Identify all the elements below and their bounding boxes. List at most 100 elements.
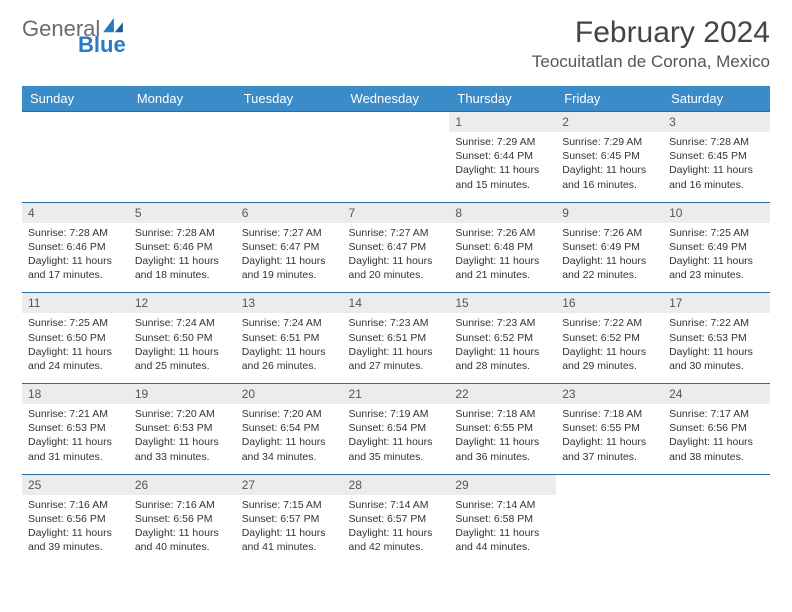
sunset-text: Sunset: 6:50 PM [135,331,230,345]
sunrise-text: Sunrise: 7:29 AM [455,135,550,149]
daylight-text: Daylight: 11 hours and 35 minutes. [349,435,444,463]
sunset-text: Sunset: 6:58 PM [455,512,550,526]
sunset-text: Sunset: 6:49 PM [562,240,657,254]
day-number: 11 [22,292,129,313]
day-number: 21 [343,383,450,404]
day-body: Sunrise: 7:14 AMSunset: 6:57 PMDaylight:… [343,495,450,565]
calendar-week: 1Sunrise: 7:29 AMSunset: 6:44 PMDaylight… [22,111,770,202]
day-number: 29 [449,474,556,495]
empty-day-number [236,111,343,129]
day-number: 3 [663,111,770,132]
sunset-text: Sunset: 6:51 PM [349,331,444,345]
day-header: Thursday [449,86,556,111]
calendar-cell: 21Sunrise: 7:19 AMSunset: 6:54 PMDayligh… [343,383,450,474]
day-body: Sunrise: 7:20 AMSunset: 6:53 PMDaylight:… [129,404,236,474]
daylight-text: Daylight: 11 hours and 33 minutes. [135,435,230,463]
calendar-week: 4Sunrise: 7:28 AMSunset: 6:46 PMDaylight… [22,202,770,293]
calendar-week: 25Sunrise: 7:16 AMSunset: 6:56 PMDayligh… [22,474,770,565]
daylight-text: Daylight: 11 hours and 25 minutes. [135,345,230,373]
day-body: Sunrise: 7:29 AMSunset: 6:44 PMDaylight:… [449,132,556,202]
sunset-text: Sunset: 6:45 PM [562,149,657,163]
sunset-text: Sunset: 6:44 PM [455,149,550,163]
day-number: 9 [556,202,663,223]
calendar-cell: 27Sunrise: 7:15 AMSunset: 6:57 PMDayligh… [236,474,343,565]
sunrise-text: Sunrise: 7:28 AM [669,135,764,149]
calendar-cell: 29Sunrise: 7:14 AMSunset: 6:58 PMDayligh… [449,474,556,565]
day-body: Sunrise: 7:17 AMSunset: 6:56 PMDaylight:… [663,404,770,474]
calendar-cell: 22Sunrise: 7:18 AMSunset: 6:55 PMDayligh… [449,383,556,474]
calendar-week: 11Sunrise: 7:25 AMSunset: 6:50 PMDayligh… [22,292,770,383]
empty-day-body [236,129,343,187]
day-number: 16 [556,292,663,313]
empty-day-body [556,492,663,550]
calendar-cell: 12Sunrise: 7:24 AMSunset: 6:50 PMDayligh… [129,292,236,383]
calendar-cell: 11Sunrise: 7:25 AMSunset: 6:50 PMDayligh… [22,292,129,383]
day-header: Saturday [663,86,770,111]
daylight-text: Daylight: 11 hours and 31 minutes. [28,435,123,463]
sunset-text: Sunset: 6:53 PM [135,421,230,435]
day-body: Sunrise: 7:15 AMSunset: 6:57 PMDaylight:… [236,495,343,565]
daylight-text: Daylight: 11 hours and 21 minutes. [455,254,550,282]
sunset-text: Sunset: 6:49 PM [669,240,764,254]
day-body: Sunrise: 7:25 AMSunset: 6:49 PMDaylight:… [663,223,770,293]
calendar-cell: 20Sunrise: 7:20 AMSunset: 6:54 PMDayligh… [236,383,343,474]
sunrise-text: Sunrise: 7:26 AM [455,226,550,240]
calendar-cell: 16Sunrise: 7:22 AMSunset: 6:52 PMDayligh… [556,292,663,383]
calendar-cell: 13Sunrise: 7:24 AMSunset: 6:51 PMDayligh… [236,292,343,383]
day-number: 15 [449,292,556,313]
sunrise-text: Sunrise: 7:19 AM [349,407,444,421]
day-body: Sunrise: 7:27 AMSunset: 6:47 PMDaylight:… [343,223,450,293]
daylight-text: Daylight: 11 hours and 16 minutes. [562,163,657,191]
logo-blue: Blue [78,32,126,58]
sunset-text: Sunset: 6:53 PM [28,421,123,435]
page-title: February 2024 [532,16,770,50]
day-header: Tuesday [236,86,343,111]
day-number: 1 [449,111,556,132]
daylight-text: Daylight: 11 hours and 40 minutes. [135,526,230,554]
sunset-text: Sunset: 6:47 PM [349,240,444,254]
daylight-text: Daylight: 11 hours and 34 minutes. [242,435,337,463]
day-number: 24 [663,383,770,404]
daylight-text: Daylight: 11 hours and 37 minutes. [562,435,657,463]
empty-day-body [22,129,129,187]
sunset-text: Sunset: 6:56 PM [669,421,764,435]
sunrise-text: Sunrise: 7:28 AM [135,226,230,240]
day-body: Sunrise: 7:28 AMSunset: 6:46 PMDaylight:… [129,223,236,293]
sunset-text: Sunset: 6:57 PM [349,512,444,526]
title-block: February 2024 Teocuitatlan de Corona, Me… [532,16,770,72]
day-body: Sunrise: 7:23 AMSunset: 6:51 PMDaylight:… [343,313,450,383]
daylight-text: Daylight: 11 hours and 15 minutes. [455,163,550,191]
day-body: Sunrise: 7:16 AMSunset: 6:56 PMDaylight:… [129,495,236,565]
calendar-cell: 14Sunrise: 7:23 AMSunset: 6:51 PMDayligh… [343,292,450,383]
daylight-text: Daylight: 11 hours and 23 minutes. [669,254,764,282]
day-body: Sunrise: 7:26 AMSunset: 6:48 PMDaylight:… [449,223,556,293]
day-body: Sunrise: 7:18 AMSunset: 6:55 PMDaylight:… [449,404,556,474]
day-number: 26 [129,474,236,495]
day-number: 8 [449,202,556,223]
day-number: 27 [236,474,343,495]
sunrise-text: Sunrise: 7:29 AM [562,135,657,149]
sunrise-text: Sunrise: 7:15 AM [242,498,337,512]
day-header-row: SundayMondayTuesdayWednesdayThursdayFrid… [22,86,770,111]
day-body: Sunrise: 7:21 AMSunset: 6:53 PMDaylight:… [22,404,129,474]
calendar-cell: 9Sunrise: 7:26 AMSunset: 6:49 PMDaylight… [556,202,663,293]
empty-day-number [129,111,236,129]
empty-day-number [556,474,663,492]
sunset-text: Sunset: 6:55 PM [455,421,550,435]
calendar-cell [22,111,129,202]
calendar-cell: 26Sunrise: 7:16 AMSunset: 6:56 PMDayligh… [129,474,236,565]
daylight-text: Daylight: 11 hours and 20 minutes. [349,254,444,282]
calendar-cell: 5Sunrise: 7:28 AMSunset: 6:46 PMDaylight… [129,202,236,293]
day-body: Sunrise: 7:18 AMSunset: 6:55 PMDaylight:… [556,404,663,474]
sunset-text: Sunset: 6:51 PM [242,331,337,345]
day-body: Sunrise: 7:27 AMSunset: 6:47 PMDaylight:… [236,223,343,293]
sunset-text: Sunset: 6:52 PM [455,331,550,345]
sunset-text: Sunset: 6:54 PM [242,421,337,435]
sunrise-text: Sunrise: 7:24 AM [135,316,230,330]
day-number: 20 [236,383,343,404]
daylight-text: Daylight: 11 hours and 42 minutes. [349,526,444,554]
sunrise-text: Sunrise: 7:27 AM [349,226,444,240]
day-body: Sunrise: 7:22 AMSunset: 6:52 PMDaylight:… [556,313,663,383]
daylight-text: Daylight: 11 hours and 30 minutes. [669,345,764,373]
day-body: Sunrise: 7:14 AMSunset: 6:58 PMDaylight:… [449,495,556,565]
